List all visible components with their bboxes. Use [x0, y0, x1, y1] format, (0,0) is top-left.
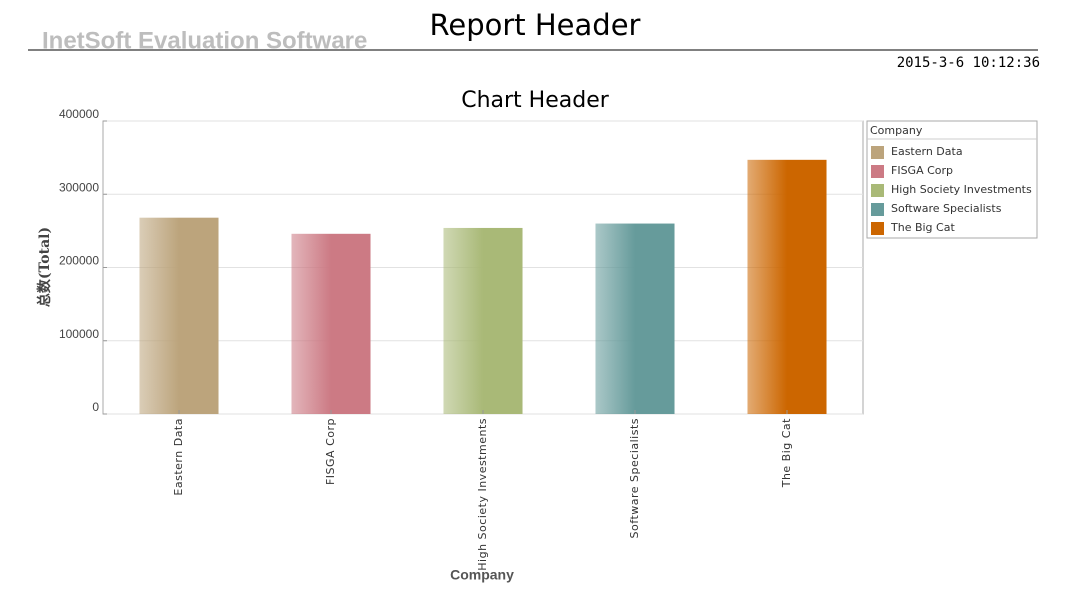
legend-label: The Big Cat — [890, 221, 955, 234]
x-tick-label: High Society Investments — [476, 418, 489, 571]
y-tick-label: 300000 — [59, 180, 99, 194]
bar — [443, 227, 523, 414]
y-tick-label: 400000 — [59, 107, 99, 121]
legend-label: Software Specialists — [891, 202, 1002, 215]
legend-swatch — [871, 146, 884, 159]
timestamp: 2015-3-6 10:12:36 — [897, 55, 1040, 71]
legend-label: FISGA Corp — [891, 164, 953, 177]
bar — [595, 223, 675, 414]
y-axis-label: 总数(Total) — [36, 227, 53, 307]
legend-swatch — [871, 222, 884, 235]
x-tick-label: Eastern Data — [172, 418, 185, 496]
chart-title: Chart Header — [461, 88, 610, 113]
y-tick-label: 100000 — [59, 327, 99, 341]
legend-swatch — [871, 203, 884, 216]
y-tick-label: 0 — [92, 400, 99, 414]
report-title: Report Header — [430, 8, 641, 42]
legend-title: Company — [870, 124, 923, 137]
x-tick-label: The Big Cat — [780, 418, 793, 488]
legend — [866, 120, 1038, 239]
bar — [139, 217, 219, 414]
y-tick-label: 200000 — [59, 254, 99, 268]
legend-label: Eastern Data — [891, 145, 963, 158]
x-tick-label: Software Specialists — [628, 418, 641, 538]
x-tick-label: FISGA Corp — [324, 418, 337, 485]
bar — [291, 233, 371, 414]
legend-swatch — [871, 165, 884, 178]
x-axis-label: Company — [450, 567, 514, 583]
legend-swatch — [871, 184, 884, 197]
legend-label: High Society Investments — [891, 183, 1032, 196]
bar — [747, 159, 827, 414]
